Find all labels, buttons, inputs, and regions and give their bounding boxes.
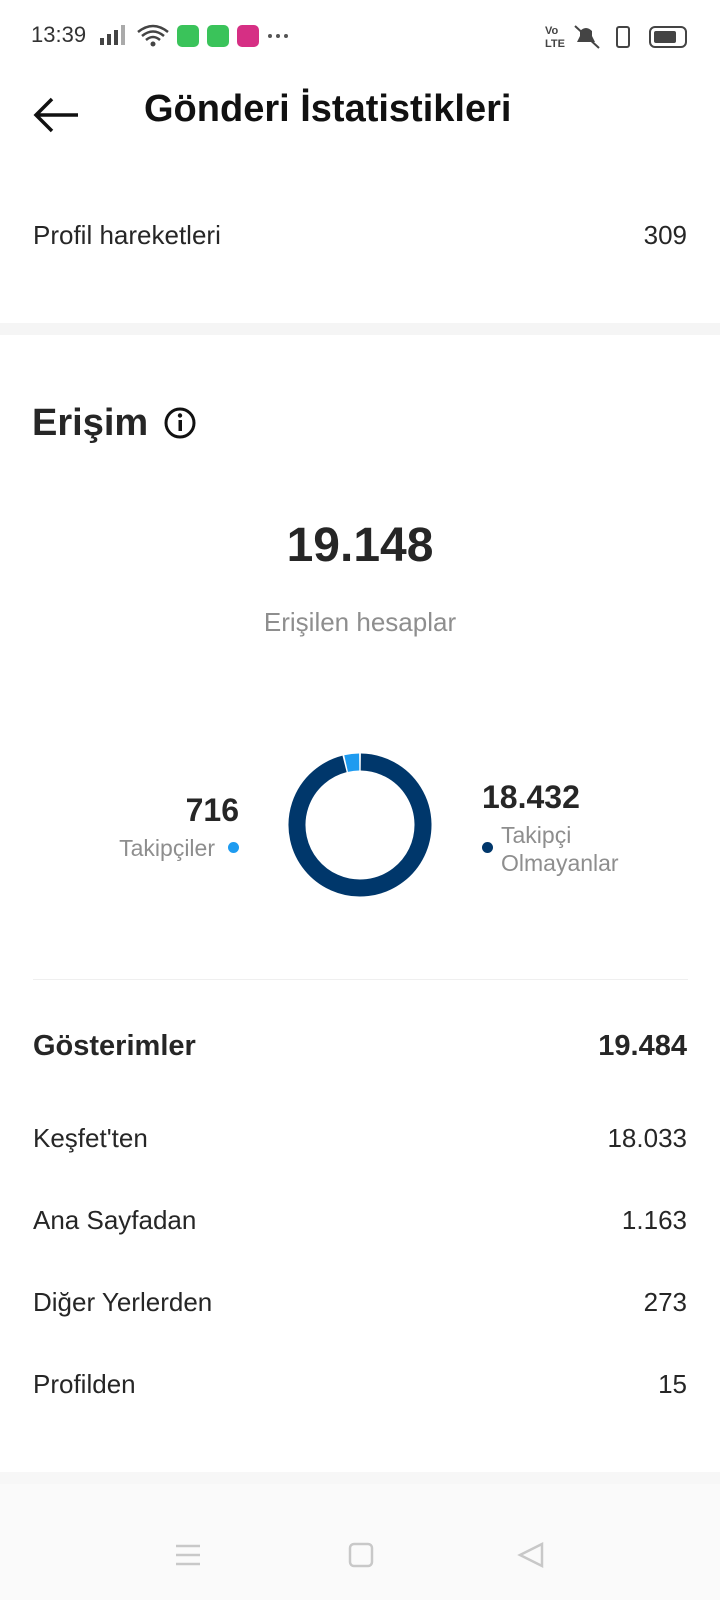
legend-dot bbox=[482, 842, 493, 853]
row-value: 15 bbox=[658, 1369, 687, 1399]
section-title: Erişim bbox=[32, 402, 149, 444]
legend-dot bbox=[228, 842, 239, 853]
reach-total-label: Erişilen hesaplar bbox=[263, 607, 457, 637]
row-label: Ana Sayfadan bbox=[33, 1205, 197, 1235]
status-time: 13:39 bbox=[31, 22, 87, 47]
page-title: Gönderi İstatistikleri bbox=[144, 88, 512, 130]
home-button[interactable] bbox=[348, 1542, 374, 1568]
row-label: Profilden bbox=[33, 1369, 136, 1399]
donut-segment bbox=[288, 753, 432, 897]
section-divider bbox=[0, 1472, 720, 1484]
impressions-value: 19.484 bbox=[598, 1030, 687, 1062]
row-value: 273 bbox=[643, 1287, 687, 1317]
impressions-title: Gösterimler bbox=[33, 1030, 196, 1062]
section-divider bbox=[0, 323, 720, 335]
nav-bar bbox=[0, 1484, 720, 1600]
row-label: Diğer Yerlerden bbox=[33, 1287, 213, 1317]
back-button[interactable] bbox=[32, 95, 82, 135]
svg-text:Vo: Vo bbox=[545, 25, 559, 37]
nav-buttons bbox=[176, 1541, 544, 1569]
reach-total: 19.148 bbox=[286, 519, 434, 572]
legend-value: 716 bbox=[185, 792, 239, 828]
donut-chart bbox=[288, 753, 432, 897]
row-value: 1.163 bbox=[621, 1205, 687, 1235]
info-icon[interactable] bbox=[163, 406, 197, 440]
legend-name: Takipçiler bbox=[119, 835, 215, 861]
donut-segment bbox=[344, 753, 360, 772]
row-label: Profil hareketleri bbox=[33, 220, 221, 250]
row-value: 18.033 bbox=[607, 1123, 687, 1153]
divider bbox=[33, 979, 688, 980]
row-label: Keşfet'ten bbox=[33, 1123, 148, 1153]
legend-value: 18.432 bbox=[482, 779, 580, 815]
legend-name: Takipçi Olmayanlar bbox=[501, 822, 619, 876]
status-icons bbox=[100, 24, 288, 47]
back-nav-button[interactable] bbox=[517, 1541, 544, 1569]
menu-button[interactable] bbox=[176, 1544, 200, 1566]
row-value: 309 bbox=[643, 220, 687, 250]
svg-text:LTE: LTE bbox=[545, 38, 565, 50]
